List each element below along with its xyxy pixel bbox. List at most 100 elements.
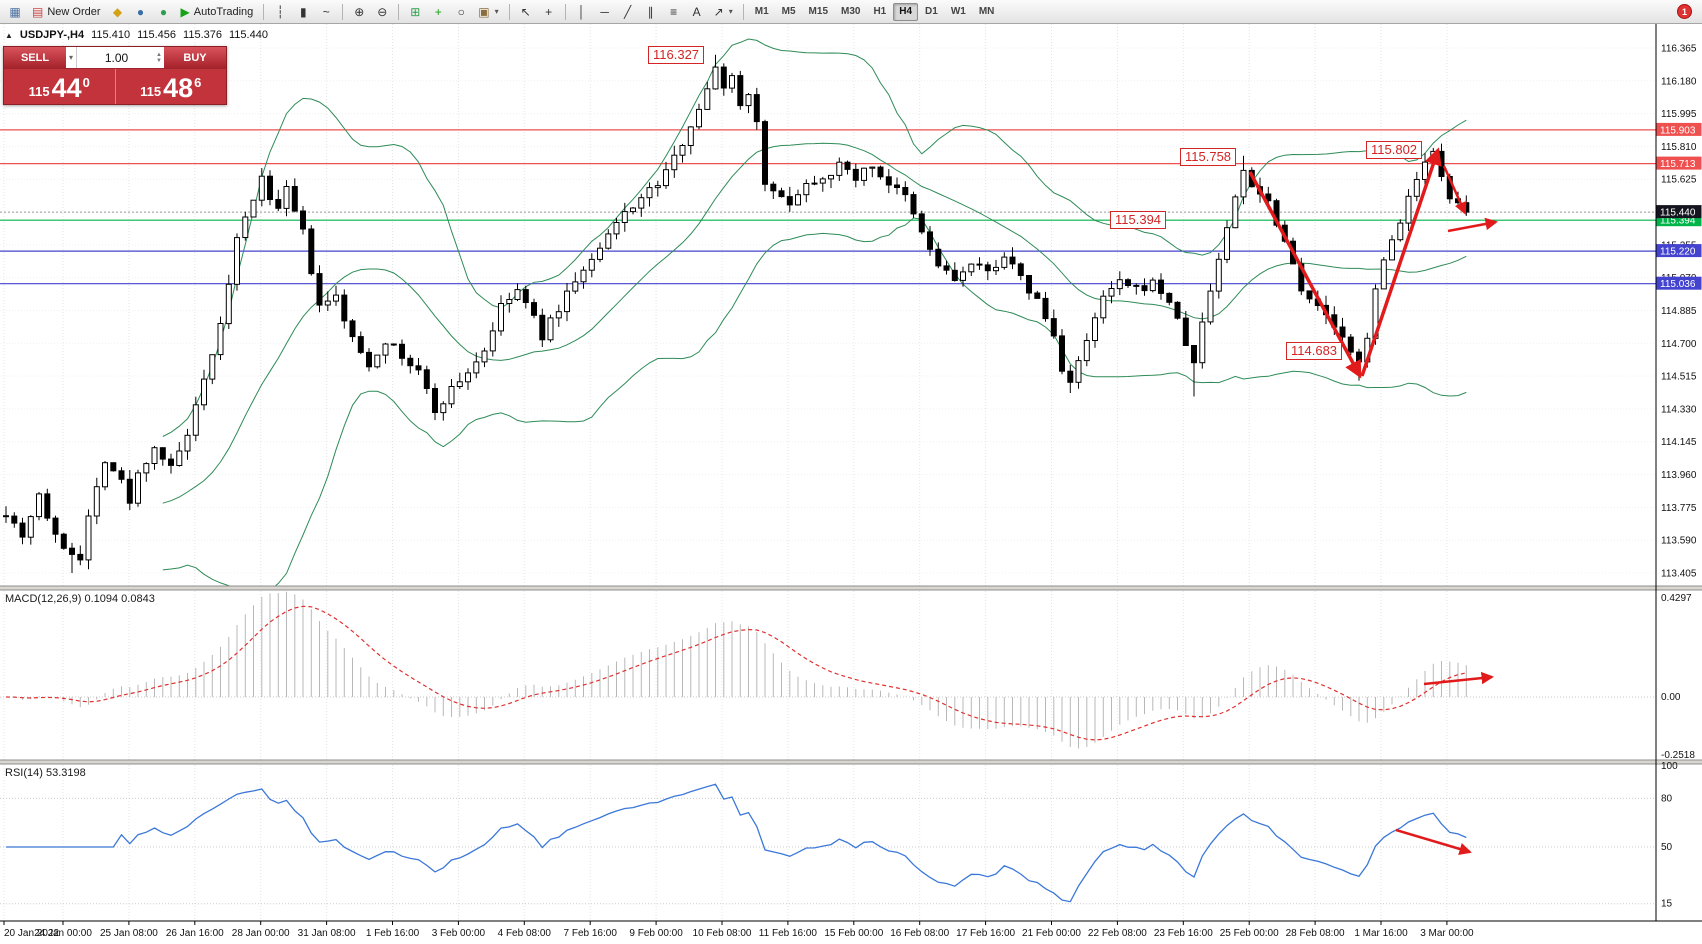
svg-text:3 Feb 00:00: 3 Feb 00:00 xyxy=(432,928,486,939)
svg-text:115.995: 115.995 xyxy=(1661,109,1697,120)
volume-input[interactable]: ▾ 1.00 ▲ ▼ xyxy=(66,47,164,68)
cursor-icon[interactable]: ↖ xyxy=(515,2,537,22)
experts-icon[interactable]: ◆ xyxy=(107,2,129,22)
volume-value[interactable]: 1.00 xyxy=(104,50,129,65)
templates-icon[interactable]: ▣ ▾ xyxy=(473,2,503,22)
grid xyxy=(0,24,1656,921)
tile-windows-icon[interactable]: ⊞ xyxy=(404,2,426,22)
templates-icon-caret[interactable]: ▾ xyxy=(494,7,499,16)
indicators-add-icon[interactable]: + xyxy=(427,2,449,22)
horizontal-level-lines[interactable] xyxy=(0,129,1656,285)
autotrading-button[interactable]: ▶ AutoTrading xyxy=(176,2,259,22)
periods-icon: ○ xyxy=(457,4,465,19)
arrows-tool-icon-caret[interactable]: ▾ xyxy=(728,7,733,16)
svg-text:115.713: 115.713 xyxy=(1660,159,1696,170)
text-icon[interactable]: A xyxy=(686,2,708,22)
price-callout[interactable]: 115.758 xyxy=(1180,148,1237,166)
new-order-button[interactable]: ▤ New Order xyxy=(27,2,106,22)
arrows-tool-icon: ↗ xyxy=(713,4,724,19)
svg-text:50: 50 xyxy=(1661,842,1673,853)
volume-spinner[interactable]: ▲ ▼ xyxy=(156,51,162,64)
svg-text:11 Feb 16:00: 11 Feb 16:00 xyxy=(759,928,818,939)
timeframe-m5[interactable]: M5 xyxy=(781,6,796,17)
chart-window-icon[interactable]: ▦ xyxy=(4,2,26,22)
ohlc-close: 115.440 xyxy=(228,29,268,41)
svg-text:24 Jan 00:00: 24 Jan 00:00 xyxy=(34,928,92,939)
arrows-tool-icon[interactable]: ↗ ▾ xyxy=(709,2,738,22)
svg-text:114.885: 114.885 xyxy=(1661,306,1697,317)
timeframe-m15[interactable]: M15 xyxy=(808,6,828,17)
channel-icon: ∥ xyxy=(647,4,654,19)
timeframe-h1[interactable]: H1 xyxy=(873,6,887,17)
market-watch-icon[interactable]: ● xyxy=(130,2,152,22)
crosshair-icon[interactable]: + xyxy=(538,2,560,22)
line-chart-icon: ~ xyxy=(322,4,330,19)
price-callout[interactable]: 115.802 xyxy=(1366,141,1423,159)
bar-chart-icon[interactable]: ┆ xyxy=(269,2,291,22)
svg-text:115.036: 115.036 xyxy=(1660,279,1696,290)
svg-text:22 Feb 08:00: 22 Feb 08:00 xyxy=(1088,928,1147,939)
candlestick-chart-icon[interactable]: ▮ xyxy=(292,2,314,22)
symbol-name: USDJPY-,H4 xyxy=(19,29,85,41)
chart-window-icon: ▦ xyxy=(9,4,21,19)
buy-button[interactable]: BUY xyxy=(164,47,226,68)
svg-text:0.4297: 0.4297 xyxy=(1661,593,1692,604)
svg-text:28 Feb 08:00: 28 Feb 08:00 xyxy=(1286,928,1345,939)
fibonacci-icon[interactable]: ≡ xyxy=(663,2,685,22)
panel-divider[interactable] xyxy=(0,759,1702,765)
price-axis-markers: 115.903 115.713 115.394 115.220 115.036 115.4… xyxy=(1656,122,1702,290)
zoom-out-icon[interactable]: ⊖ xyxy=(371,2,393,22)
sell-button[interactable]: SELL xyxy=(4,47,66,68)
one-click-collapse-icon[interactable]: ▲ xyxy=(5,30,13,40)
timeframe-h4[interactable]: H4 xyxy=(893,2,919,21)
panel-divider[interactable] xyxy=(0,585,1702,591)
svg-text:116.180: 116.180 xyxy=(1661,76,1697,87)
channel-icon[interactable]: ∥ xyxy=(640,2,662,22)
horizontal-line-icon: ─ xyxy=(600,4,609,19)
candlestick-series xyxy=(3,54,1470,573)
bid-point: 0 xyxy=(82,75,90,90)
svg-text:15: 15 xyxy=(1661,899,1673,910)
timeframe-w1[interactable]: W1 xyxy=(950,6,966,17)
periods-icon[interactable]: ○ xyxy=(450,2,472,22)
price-callout[interactable]: 115.394 xyxy=(1110,211,1167,229)
svg-text:17 Feb 16:00: 17 Feb 16:00 xyxy=(956,928,1015,939)
volume-dropdown-icon[interactable]: ▾ xyxy=(66,47,78,68)
svg-text:115.903: 115.903 xyxy=(1660,125,1696,136)
svg-text:1 Mar 16:00: 1 Mar 16:00 xyxy=(1354,928,1408,939)
svg-text:113.405: 113.405 xyxy=(1661,569,1697,580)
one-click-trading-panel: SELL ▾ 1.00 ▲ ▼ BUY 115 44 0 115 48 6 xyxy=(3,46,227,105)
rsi-panel xyxy=(0,783,1656,905)
horizontal-line-icon[interactable]: ─ xyxy=(594,2,616,22)
svg-text:115.220: 115.220 xyxy=(1660,247,1696,258)
timeframe-d1[interactable]: D1 xyxy=(925,6,938,17)
autotrading-button-label: AutoTrading xyxy=(193,5,254,18)
svg-text:114.145: 114.145 xyxy=(1661,437,1697,448)
bid-pips: 44 xyxy=(51,73,82,103)
svg-text:114.700: 114.700 xyxy=(1661,339,1697,350)
navigator-icon[interactable]: ● xyxy=(153,2,175,22)
ohlc-open: 115.410 xyxy=(91,29,131,41)
timeframe-m1[interactable]: M1 xyxy=(754,6,769,17)
price-callout[interactable]: 116.327 xyxy=(648,46,705,64)
macd-signal-line xyxy=(5,605,1467,741)
ask-pips: 48 xyxy=(163,73,194,103)
svg-text:21 Feb 00:00: 21 Feb 00:00 xyxy=(1022,928,1081,939)
timeframe-m30[interactable]: M30 xyxy=(841,6,861,17)
chart-canvas[interactable]: 116.365 116.180 115.995 115.810 115.625 115.4… xyxy=(0,24,1702,944)
trendline-icon[interactable]: ╱ xyxy=(617,2,639,22)
price-callout[interactable]: 114.683 xyxy=(1286,342,1343,360)
vertical-line-icon[interactable]: │ xyxy=(571,2,593,22)
macd-histogram xyxy=(13,591,1467,749)
symbol-ohlc-bar: ▲ USDJPY-,H4 115.410 115.456 115.376 115… xyxy=(5,29,268,41)
line-chart-icon[interactable]: ~ xyxy=(315,2,337,22)
svg-text:80: 80 xyxy=(1661,793,1673,804)
market-watch-icon: ● xyxy=(136,4,145,19)
svg-text:0.00: 0.00 xyxy=(1661,692,1681,703)
toolbar: ▦ ▤ New Order ◆ ● ● ▶ AutoTrading ┆ ▮ ~ ⊕ ⊖ ⊞ + ○ ▣ ▾ ↖ + │ ─… xyxy=(0,0,1702,24)
notification-badge[interactable]: 1 xyxy=(1677,4,1692,19)
zoom-in-icon[interactable]: ⊕ xyxy=(348,2,370,22)
timeframe-mn[interactable]: MN xyxy=(978,6,995,17)
